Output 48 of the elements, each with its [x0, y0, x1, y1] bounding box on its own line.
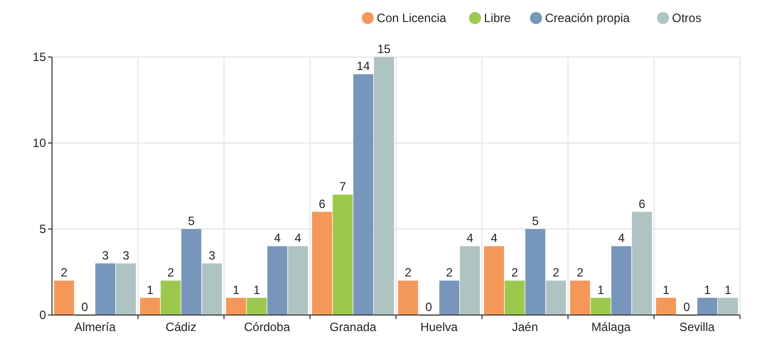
x-tick-label: Córdoba: [244, 320, 290, 334]
data-label: 4: [294, 231, 302, 246]
data-label: 5: [188, 214, 195, 228]
data-label: 0: [81, 300, 88, 314]
legend-label: Libre: [484, 11, 512, 26]
data-label: 7: [339, 180, 346, 194]
data-label: 6: [318, 196, 326, 211]
data-label: 1: [232, 282, 240, 297]
data-label: 2: [404, 266, 412, 280]
legend-label: Creación propia: [545, 11, 630, 26]
data-label: 1: [662, 282, 670, 297]
x-tick-label: Granada: [330, 320, 377, 334]
data-label: 3: [122, 248, 130, 262]
data-label: 4: [274, 231, 281, 246]
data-label: 1: [597, 282, 604, 297]
data-label: 1: [146, 282, 154, 297]
data-label: 2: [446, 266, 453, 280]
x-tick-label: Sevilla: [679, 320, 715, 334]
data-label: 1: [253, 282, 260, 297]
y-tick-label: 5: [39, 222, 46, 236]
data-label: 3: [208, 248, 216, 262]
data-label: 4: [466, 231, 474, 246]
legend-label: Con Licencia: [376, 11, 446, 26]
data-label: 5: [532, 214, 539, 228]
y-tick-label: 10: [32, 136, 46, 150]
data-label: 3: [102, 248, 109, 262]
data-label: 2: [576, 266, 584, 280]
data-label: 0: [683, 300, 690, 314]
data-label: 0: [425, 300, 432, 314]
x-tick-label: Jaén: [512, 320, 538, 334]
data-label: 2: [60, 266, 68, 280]
data-label: 4: [490, 231, 498, 246]
data-label: 1: [724, 282, 732, 297]
data-label: 6: [638, 196, 646, 211]
data-label: 2: [552, 266, 560, 280]
x-tick-label: Huelva: [420, 320, 458, 334]
y-tick-label: 0: [39, 308, 46, 322]
data-label: 2: [511, 266, 518, 280]
x-tick-label: Málaga: [591, 320, 632, 334]
data-label: 2: [167, 266, 174, 280]
legend-label: Otros: [672, 11, 702, 26]
data-label: 4: [618, 231, 625, 246]
y-tick-label: 15: [32, 50, 46, 64]
x-tick-label: Almería: [74, 320, 116, 334]
data-label: 14: [356, 59, 370, 74]
x-tick-label: Cádiz: [166, 320, 196, 334]
data-label: 1: [704, 282, 711, 297]
data-label: 15: [377, 42, 391, 56]
